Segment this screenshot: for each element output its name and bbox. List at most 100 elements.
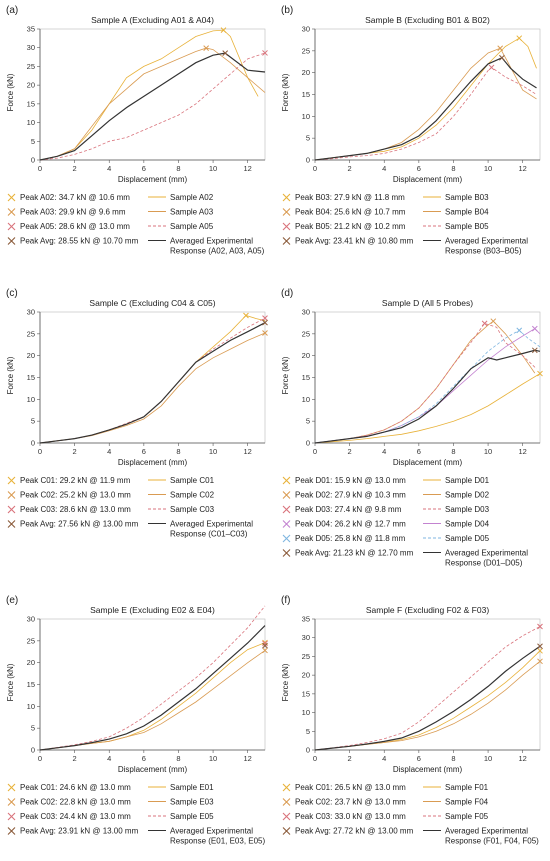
legend-peak-label: Peak C01: 24.6 kN @ 13.0 mm	[20, 783, 131, 792]
panel-label: (b)	[281, 5, 293, 16]
x-tick-label: 0	[313, 164, 317, 173]
x-tick-label: 4	[382, 754, 386, 763]
legend-peak-label: Peak Avg: 28.55 kN @ 10.70 mm	[20, 237, 139, 246]
x-axis-label: Displacement (mm)	[118, 175, 188, 184]
y-tick-label: 30	[27, 308, 35, 317]
legend-peak-icon	[7, 476, 16, 485]
y-axis-label: Force (kN)	[6, 356, 15, 394]
x-tick-label: 2	[348, 164, 352, 173]
legend-peak-label: Peak C03: 28.6 kN @ 13.0 mm	[20, 505, 131, 514]
y-tick-label: 20	[302, 671, 310, 680]
y-tick-label: 15	[27, 99, 35, 108]
x-tick-label: 0	[38, 447, 42, 456]
legend-series-label-2: Response (C01–C03)	[170, 530, 248, 539]
x-tick-label: 10	[209, 754, 217, 763]
y-tick-label: 30	[27, 615, 35, 624]
legend-peak-icon	[7, 491, 16, 499]
x-tick-label: 12	[244, 447, 252, 456]
y-tick-label: 25	[302, 329, 310, 338]
series-line	[39, 650, 266, 751]
legend-peak-icon	[282, 476, 291, 485]
legend-series-label: Sample D05	[445, 534, 490, 543]
peak-marker	[262, 647, 268, 654]
peak-marker	[537, 647, 543, 654]
x-tick-label: 12	[244, 164, 252, 173]
legend-peak-label: Peak C02: 22.8 kN @ 13.0 mm	[20, 798, 131, 807]
legend-peak-icon	[7, 812, 16, 821]
peak-marker	[262, 315, 268, 321]
legend-series-label-2: Response (F01, F04, F05)	[445, 837, 539, 846]
peak-marker	[516, 327, 523, 334]
series-line	[39, 642, 266, 751]
legend-series-label: Sample D02	[445, 491, 490, 500]
x-axis-label: Displacement (mm)	[393, 765, 463, 774]
legend-peak-label: Peak D03: 27.4 kN @ 9.8 mm	[295, 505, 402, 514]
legend-peak-icon	[7, 520, 16, 528]
peak-marker	[262, 640, 268, 647]
legend-series-label: Sample E03	[170, 798, 214, 807]
x-tick-label: 4	[107, 754, 111, 763]
series-line	[314, 47, 537, 161]
x-tick-label: 6	[142, 164, 146, 173]
legend-series-label: Sample A05	[170, 222, 214, 231]
x-tick-label: 12	[519, 447, 527, 456]
legend-series-label: Averaged Experimental	[445, 237, 528, 246]
legend-peak-icon	[282, 798, 291, 806]
y-axis-label: Force (kN)	[281, 356, 290, 394]
x-tick-label: 12	[244, 754, 252, 763]
series-line	[39, 47, 266, 161]
chart-title: Sample F (Excluding F02 & F03)	[366, 605, 489, 615]
peak-marker	[243, 312, 249, 319]
plot-frame	[314, 618, 541, 751]
y-axis-label: Force (kN)	[6, 663, 15, 701]
y-tick-label: 25	[27, 62, 35, 71]
y-tick-label: 0	[31, 156, 35, 165]
y-axis-label: Force (kN)	[6, 73, 15, 111]
x-tick-label: 12	[519, 164, 527, 173]
legend-peak-label: Peak Avg: 27.72 kN @ 13.00 mm	[295, 827, 414, 836]
legend-peak-label: Peak A02: 34.7 kN @ 10.6 mm	[20, 193, 130, 202]
y-tick-label: 10	[302, 708, 310, 717]
peak-marker	[222, 50, 229, 56]
y-tick-label: 5	[306, 417, 310, 426]
x-axis-label: Displacement (mm)	[393, 458, 463, 467]
chart-panel: (a) Sample A (Excluding A01 & A04) 0 2 4 6 8 10…	[6, 5, 268, 256]
series-line	[39, 52, 266, 161]
y-tick-label: 20	[27, 351, 35, 360]
legend-series-label-2: Response (B03–B05)	[445, 247, 522, 256]
legend-peak-icon	[282, 549, 291, 557]
chart-panel: (d) Sample D (All 5 Probes) 0 2 4 6 8 10 12 0 5 10 1…	[281, 288, 543, 568]
x-tick-label: 10	[484, 754, 492, 763]
plot-frame	[39, 28, 266, 161]
series-line	[39, 52, 266, 161]
y-tick-label: 20	[27, 658, 35, 667]
x-axis-label: Displacement (mm)	[118, 458, 188, 467]
x-tick-label: 6	[417, 754, 421, 763]
legend-series-label: Averaged Experimental	[445, 549, 528, 558]
legend-peak-label: Peak A03: 29.9 kN @ 9.6 mm	[20, 208, 126, 217]
legend-peak-icon	[282, 827, 291, 835]
legend-series-label: Sample A02	[170, 193, 214, 202]
legend-peak-icon	[282, 812, 291, 821]
legend-peak-icon	[7, 237, 16, 245]
y-tick-label: 10	[27, 395, 35, 404]
series-line	[314, 66, 537, 161]
y-tick-label: 35	[27, 25, 35, 34]
y-tick-label: 25	[302, 46, 310, 55]
legend-series-label: Sample E05	[170, 812, 214, 821]
y-tick-label: 0	[306, 746, 310, 755]
series-line	[39, 625, 266, 751]
x-tick-label: 8	[176, 754, 180, 763]
y-tick-label: 15	[27, 680, 35, 689]
legend-series-label: Sample F01	[445, 783, 489, 792]
y-tick-label: 25	[27, 636, 35, 645]
legend-peak-label: Peak D01: 15.9 kN @ 13.0 mm	[295, 476, 406, 485]
y-tick-label: 0	[31, 746, 35, 755]
chart-panel: (c) Sample C (Excluding C04 & C05) 0 2 4 6 8 10…	[6, 288, 268, 539]
panel-label: (c)	[6, 288, 18, 299]
x-tick-label: 2	[73, 754, 77, 763]
legend-peak-icon	[7, 798, 16, 806]
y-tick-label: 10	[302, 395, 310, 404]
legend-series-label: Sample E01	[170, 783, 214, 792]
chart-panel: (e) Sample E (Excluding E02 & E04) 0 2 4 6 8 10…	[6, 595, 268, 846]
